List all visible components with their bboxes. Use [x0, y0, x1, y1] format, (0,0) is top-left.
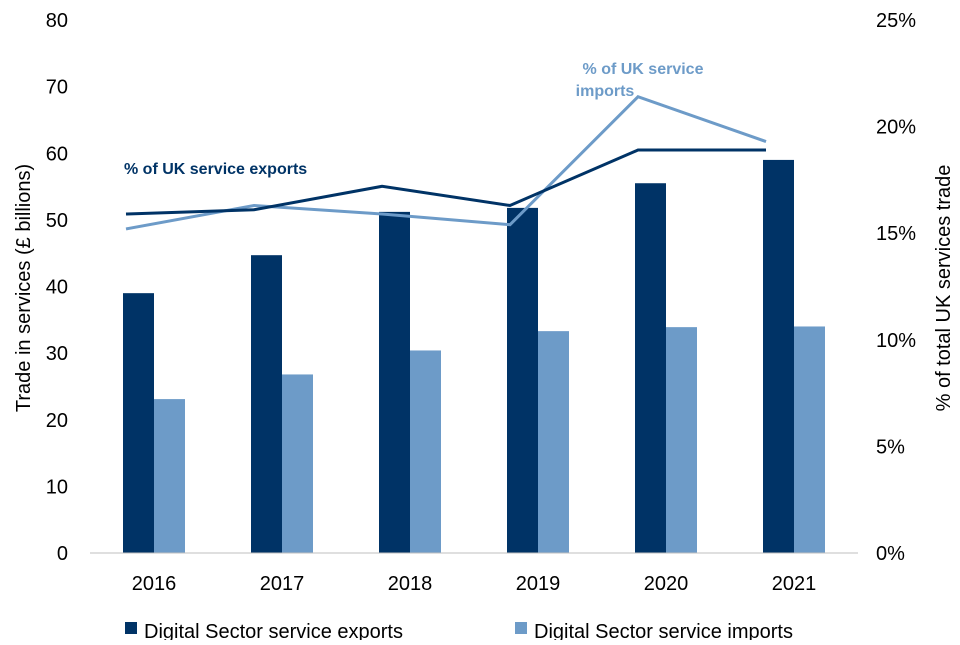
bar-exports	[251, 255, 282, 553]
bar-exports	[379, 212, 410, 553]
y-tick-label: 0	[57, 543, 68, 565]
y-right-tick-label: 10%	[876, 330, 916, 352]
legend: Digital Sector service exports Digital S…	[125, 621, 793, 640]
y-tick-label: 70	[46, 77, 68, 99]
y-right-tick-label: 25%	[876, 10, 916, 32]
bar-exports	[507, 208, 538, 553]
y-tick-label: 10	[46, 476, 68, 498]
annotation-imports-line2: imports	[576, 83, 635, 100]
annotation-imports-line1: % of UK service	[583, 61, 704, 78]
y-right-tick-label: 20%	[876, 117, 916, 139]
annotation-exports: % of UK service exports	[124, 161, 307, 178]
legend-label-imports: Digital Sector service imports	[534, 621, 793, 640]
bar-imports	[410, 350, 441, 553]
bar-imports	[282, 374, 313, 553]
x-tick-label: 2016	[132, 573, 177, 595]
x-tick-label: 2019	[516, 573, 561, 595]
y-right-tick-label: 15%	[876, 223, 916, 245]
line-exports-pct	[126, 150, 766, 214]
y-tick-label: 60	[46, 143, 68, 165]
bar-imports	[794, 326, 825, 553]
y-tick-label: 50	[46, 210, 68, 232]
bar-imports	[538, 331, 569, 553]
y-tick-label: 20	[46, 410, 68, 432]
bar-imports	[154, 399, 185, 553]
legend-swatch-exports	[125, 622, 137, 634]
y-axis-label: Trade in services (£ billions)	[13, 164, 35, 412]
y-tick-label: 40	[46, 277, 68, 299]
y-right-tick-label: 5%	[876, 436, 905, 458]
y-right-tick-label: 0%	[876, 543, 905, 565]
x-tick-label: 2020	[644, 573, 689, 595]
legend-swatch-imports	[515, 622, 527, 634]
y-tick-label: 80	[46, 10, 68, 32]
y-tick-label: 30	[46, 343, 68, 365]
bar-exports	[123, 293, 154, 553]
legend-label-exports: Digital Sector service exports	[144, 621, 403, 640]
x-tick-label: 2021	[772, 573, 817, 595]
y-axis-right-label: % of total UK services trade	[933, 165, 955, 412]
bar-exports	[763, 160, 794, 553]
bar-exports	[635, 183, 666, 553]
x-tick-label: 2018	[388, 573, 433, 595]
x-tick-label: 2017	[260, 573, 305, 595]
bar-imports	[666, 327, 697, 553]
